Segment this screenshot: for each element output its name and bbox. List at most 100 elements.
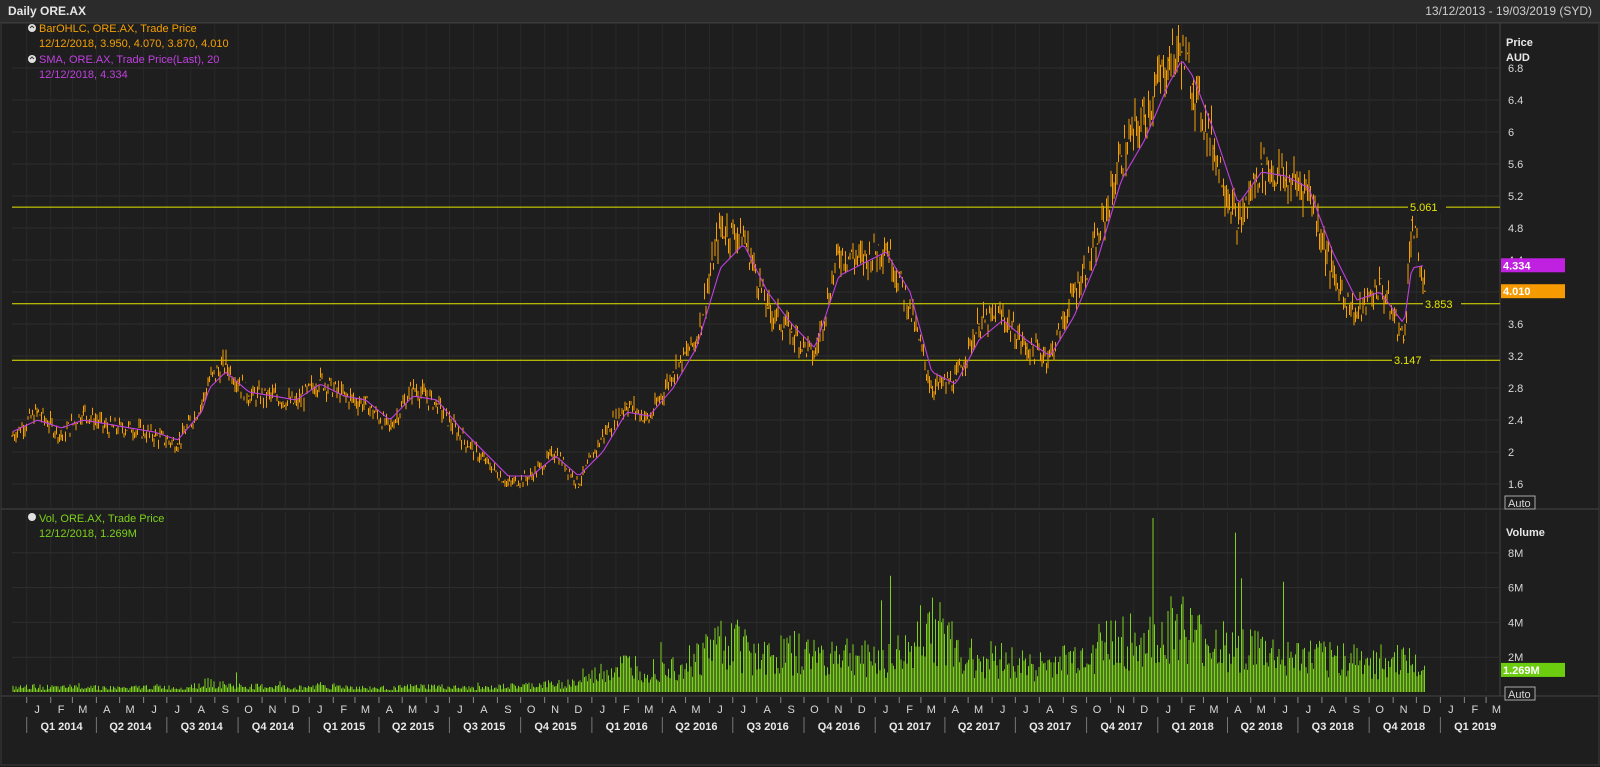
price-auto-label: Auto: [1508, 498, 1531, 510]
month-label: N: [1400, 704, 1408, 716]
price-tick-label: 6.4: [1508, 95, 1523, 107]
month-label: S: [1353, 704, 1360, 716]
quarter-label: Q1 2018: [1172, 721, 1214, 733]
price-point: [200, 403, 203, 405]
price-point: [1025, 347, 1027, 349]
legend-series-value: 12/12/2018, 4.334: [39, 69, 128, 81]
month-label: A: [764, 704, 772, 716]
volume-panel[interactable]: 2M 4M 6M 8M Volume 1.269M Auto Vol, ORE.AX, Tra…: [12, 512, 1565, 701]
month-label: A: [1234, 704, 1242, 716]
month-label: D: [1423, 704, 1431, 716]
price-point: [1213, 147, 1216, 149]
month-label: S: [1070, 704, 1077, 716]
quarter-label: Q1 2019: [1454, 721, 1496, 733]
volume-tick-label: 8M: [1508, 548, 1523, 560]
price-tick-label: 5.2: [1508, 191, 1523, 203]
quarter-label: Q4 2016: [818, 721, 860, 733]
price-point: [1379, 283, 1381, 285]
month-label: J: [175, 704, 181, 716]
quarter-label: Q4 2018: [1383, 721, 1425, 733]
month-label: D: [858, 704, 866, 716]
month-label: A: [669, 704, 677, 716]
volume-auto-button[interactable]: [1504, 686, 1536, 701]
chart-background: [0, 22, 1600, 766]
month-label: O: [810, 704, 819, 716]
month-label: O: [1375, 704, 1384, 716]
month-label: J: [434, 704, 440, 716]
price-point: [1355, 315, 1358, 317]
month-label: A: [198, 704, 206, 716]
month-label: J: [600, 704, 606, 716]
month-label: A: [1329, 704, 1337, 716]
info-icon[interactable]: [28, 513, 36, 521]
volume-badge: [1501, 662, 1565, 677]
price-point: [577, 483, 580, 485]
month-label: M: [974, 704, 983, 716]
volume-auto-label: Auto: [1508, 689, 1531, 701]
price-point: [1284, 179, 1287, 181]
price-point: [885, 243, 887, 245]
legend-series-value: 12/12/2018, 1.269M: [39, 528, 137, 540]
quarter-label: Q1 2014: [40, 721, 83, 733]
price-point: [838, 251, 840, 253]
quarter-label: Q3 2018: [1312, 721, 1354, 733]
price-point: [554, 451, 557, 453]
price-point: [365, 403, 367, 405]
month-label: J: [1448, 704, 1454, 716]
level-label-bg: [1423, 296, 1461, 310]
price-point: [483, 459, 486, 461]
price-panel[interactable]: 1.622.42.83.23.644.44.85.25.666.46.8Pric…: [0, 22, 1600, 766]
price-point: [1191, 83, 1194, 85]
sma-line[interactable]: [12, 61, 1424, 477]
price-point: [909, 307, 911, 309]
price-tick-label: 3.2: [1508, 351, 1523, 363]
price-tick-label: 2.8: [1508, 383, 1523, 395]
price-point: [1167, 59, 1170, 61]
price-tick-label: 6.8: [1508, 63, 1523, 75]
legend-series-name: Vol, ORE.AX, Trade Price: [39, 513, 164, 525]
month-label: F: [623, 704, 630, 716]
price-point: [295, 403, 297, 405]
month-label: J: [317, 704, 323, 716]
price-point: [861, 259, 863, 261]
month-label: F: [340, 704, 347, 716]
volume-bars[interactable]: [12, 518, 1425, 692]
price-point: [954, 379, 957, 381]
month-label: N: [269, 704, 277, 716]
month-label: F: [906, 704, 913, 716]
price-auto-button[interactable]: [1504, 495, 1536, 510]
volume-axis-title: Volume: [1506, 527, 1545, 539]
price-point: [1181, 51, 1183, 53]
price-point: [648, 419, 650, 421]
month-label: S: [504, 704, 511, 716]
month-label: M: [1209, 704, 1218, 716]
price-axis-title: Price: [1506, 37, 1533, 49]
date-range-label[interactable]: 13/12/2013 - 19/03/2019 (SYD): [1425, 4, 1592, 18]
info-icon[interactable]: [28, 24, 36, 32]
month-label: A: [103, 704, 111, 716]
price-point: [1424, 290, 1426, 293]
price-point: [742, 235, 745, 237]
price-point: [672, 371, 674, 373]
month-label: J: [457, 704, 463, 716]
month-label: O: [244, 704, 253, 716]
month-label: M: [125, 704, 134, 716]
price-point: [1143, 115, 1146, 117]
month-label: O: [1093, 704, 1102, 716]
price-tick-label: 1.6: [1508, 479, 1523, 491]
price-badge: [1501, 284, 1565, 299]
chart-title: Daily ORE.AX: [8, 4, 87, 18]
month-label: F: [1471, 704, 1478, 716]
quarter-label: Q1 2016: [606, 721, 648, 733]
price-point: [1002, 315, 1004, 317]
price-point: [208, 379, 211, 381]
price-point: [459, 435, 462, 437]
quarter-label: Q3 2016: [747, 721, 789, 733]
quarter-label: Q2 2017: [958, 721, 1000, 733]
month-label: S: [222, 704, 229, 716]
price-tick-label: 6: [1508, 127, 1514, 139]
info-icon[interactable]: [28, 55, 36, 63]
month-label: J: [1166, 704, 1172, 716]
level-label: 3.853: [1425, 299, 1453, 311]
